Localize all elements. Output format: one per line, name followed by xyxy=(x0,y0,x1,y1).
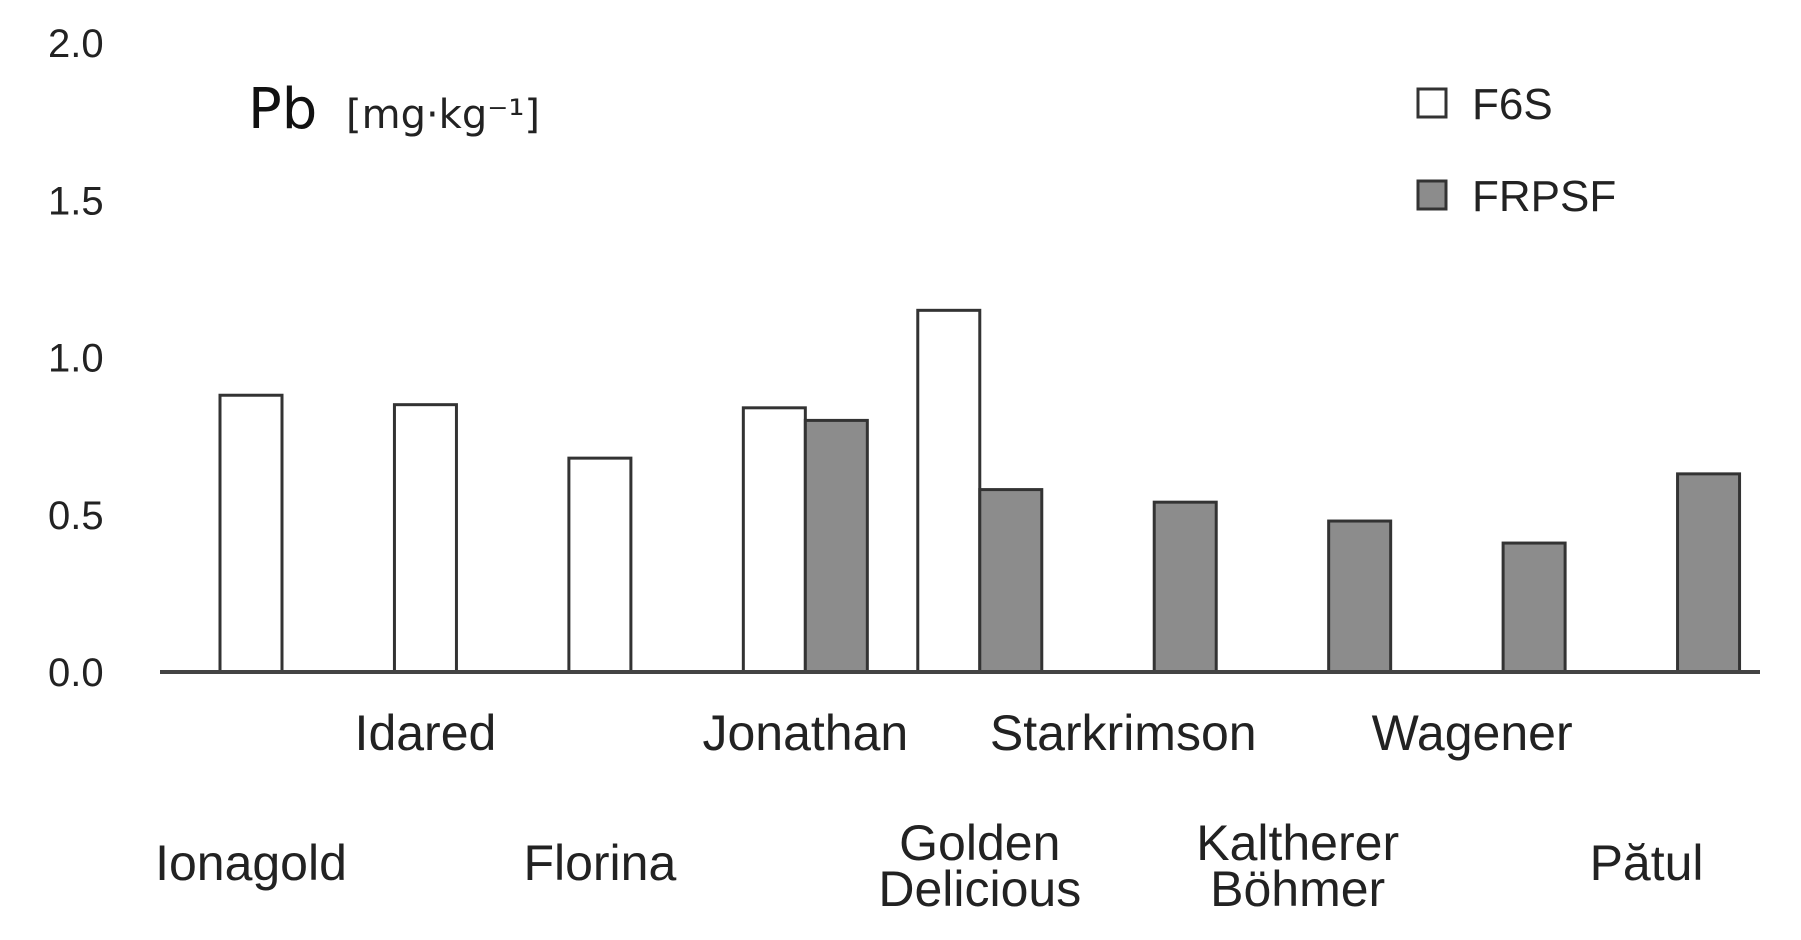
category-label: Wagener xyxy=(1372,705,1573,761)
y-tick-label: 0.5 xyxy=(48,494,104,538)
category-label: Pătul xyxy=(1590,835,1704,891)
bars xyxy=(218,308,1742,674)
legend-swatch-frpsf xyxy=(1416,179,1448,211)
legend-label-frpsf: FRPSF xyxy=(1472,172,1616,221)
category-label: Ionagold xyxy=(155,835,347,891)
bar-f6s-golden-delicious xyxy=(916,308,982,674)
category-label: Jonathan xyxy=(702,705,908,761)
y-tick-label: 0.0 xyxy=(48,651,104,695)
category-label: Idared xyxy=(355,705,497,761)
bar-frpsf-pătul xyxy=(1676,472,1742,674)
bar-frpsf-starkrimson xyxy=(1152,500,1218,674)
bar-f6s-ionagold xyxy=(218,393,284,674)
bar-frpsf-kaltherer-böhmer xyxy=(1327,519,1393,674)
y-axis-label: Pb xyxy=(248,77,317,142)
y-tick-label: 2.0 xyxy=(48,22,104,66)
category-label: Kaltherer Böhmer xyxy=(1196,815,1399,917)
legend: F6S FRPSF xyxy=(1416,80,1616,221)
bar-frpsf-golden-delicious xyxy=(978,488,1044,674)
y-axis-unit: [mg·kg⁻¹] xyxy=(346,92,540,138)
bar-f6s-jonathan xyxy=(741,406,807,674)
y-axis: 0.0 0.5 1.0 1.5 2.0 xyxy=(48,22,104,695)
legend-label-f6s: F6S xyxy=(1472,80,1553,129)
bar-frpsf-jonathan xyxy=(803,418,869,674)
category-labels: Ionagold Idared Florina Jonathan Golden Delic… xyxy=(155,705,1703,917)
category-label: Golden Delicious xyxy=(878,815,1081,917)
category-label: Starkrimson xyxy=(990,705,1257,761)
y-tick-label: 1.0 xyxy=(48,337,104,381)
legend-swatch-f6s xyxy=(1416,87,1448,119)
category-label: Florina xyxy=(523,835,676,891)
bar-frpsf-wagener xyxy=(1501,541,1567,674)
y-tick-label: 1.5 xyxy=(48,179,104,223)
bar-f6s-idared xyxy=(392,403,458,674)
bar-f6s-florina xyxy=(567,456,633,674)
